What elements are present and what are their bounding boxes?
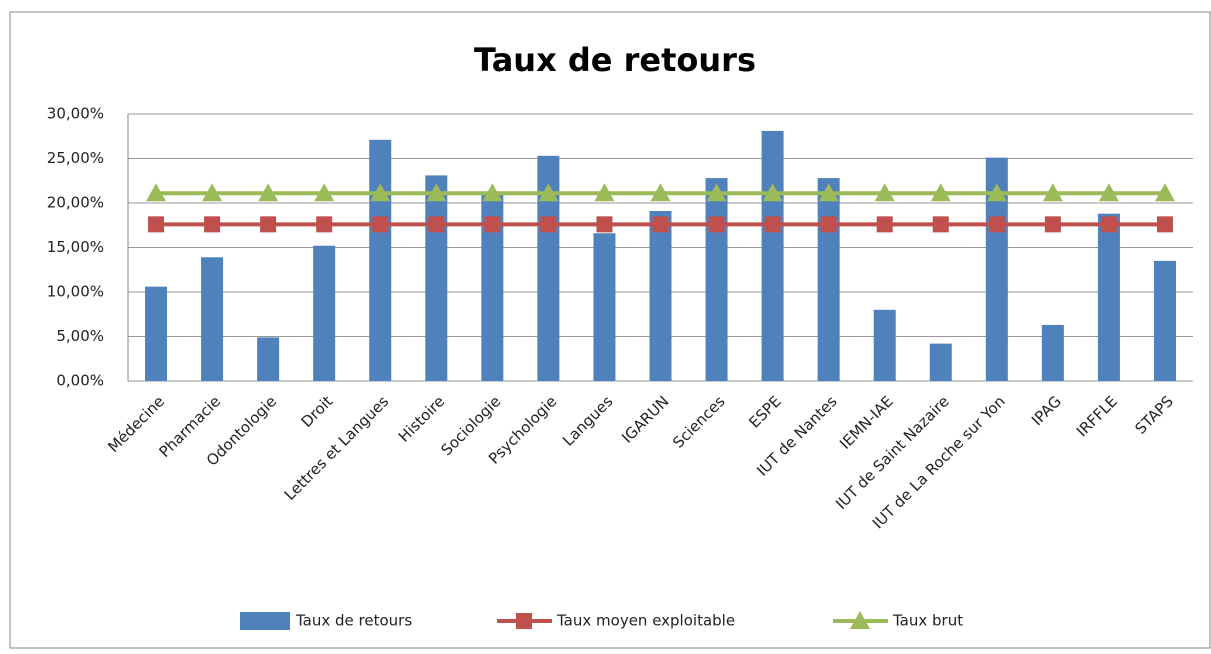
line-marker — [1098, 183, 1119, 202]
line-marker — [202, 183, 223, 202]
chart-title: Taux de retours — [474, 41, 756, 79]
bar — [425, 175, 448, 381]
line-marker — [146, 183, 167, 202]
line-marker — [538, 183, 559, 202]
bar — [929, 343, 952, 381]
bar — [761, 130, 784, 381]
line-marker — [370, 183, 391, 202]
line-marker — [818, 183, 839, 202]
line-marker — [428, 216, 445, 233]
line-marker — [820, 216, 837, 233]
line-marker — [314, 183, 335, 202]
bar — [1097, 213, 1120, 381]
bar — [369, 139, 392, 381]
y-tick-label: 5,00% — [56, 327, 104, 345]
bar — [985, 157, 1008, 381]
line-marker — [484, 216, 501, 233]
y-tick-label: 10,00% — [47, 283, 104, 301]
bar — [145, 286, 168, 381]
y-tick-label: 30,00% — [47, 105, 104, 123]
line-marker — [258, 183, 279, 202]
line-marker — [148, 216, 165, 233]
line-marker — [706, 183, 727, 202]
line-marker — [988, 216, 1005, 233]
bar — [705, 178, 728, 381]
y-tick-label: 15,00% — [47, 238, 104, 256]
line-marker — [204, 216, 221, 233]
line-marker — [540, 216, 557, 233]
line-marker — [482, 183, 503, 202]
line-marker — [762, 183, 783, 202]
line-marker — [876, 216, 893, 233]
bar — [481, 194, 504, 381]
legend-marker — [850, 611, 870, 629]
line-marker — [708, 216, 725, 233]
line-marker — [594, 183, 615, 202]
bar — [313, 245, 336, 381]
bar — [1041, 324, 1064, 381]
line-marker — [930, 183, 951, 202]
line-marker — [652, 216, 669, 233]
line-marker — [426, 183, 447, 202]
line-marker — [764, 216, 781, 233]
line-marker — [986, 183, 1007, 202]
bar — [1153, 260, 1176, 381]
legend-label: Taux brut — [892, 612, 963, 630]
bar — [649, 211, 672, 381]
bar — [257, 337, 280, 381]
line-marker — [1100, 216, 1117, 233]
line-marker — [1042, 183, 1063, 202]
line-marker — [932, 216, 949, 233]
legend-label: Taux moyen exploitable — [556, 612, 735, 630]
legend-marker — [516, 613, 532, 629]
y-tick-label: 0,00% — [56, 372, 104, 390]
line-marker — [316, 216, 333, 233]
bar — [593, 233, 616, 381]
line-marker — [1156, 216, 1173, 233]
legend-swatch — [240, 612, 290, 630]
line-marker — [650, 183, 671, 202]
y-tick-label: 20,00% — [47, 194, 104, 212]
bar — [201, 257, 224, 381]
bar — [873, 309, 896, 381]
line-marker — [1154, 183, 1175, 202]
y-tick-label: 25,00% — [47, 149, 104, 167]
line-marker — [596, 216, 613, 233]
line-marker — [260, 216, 277, 233]
bar — [537, 155, 560, 381]
line-marker — [874, 183, 895, 202]
bar — [817, 178, 840, 381]
line-marker — [372, 216, 389, 233]
line-marker — [1044, 216, 1061, 233]
legend-label: Taux de retours — [295, 612, 412, 630]
